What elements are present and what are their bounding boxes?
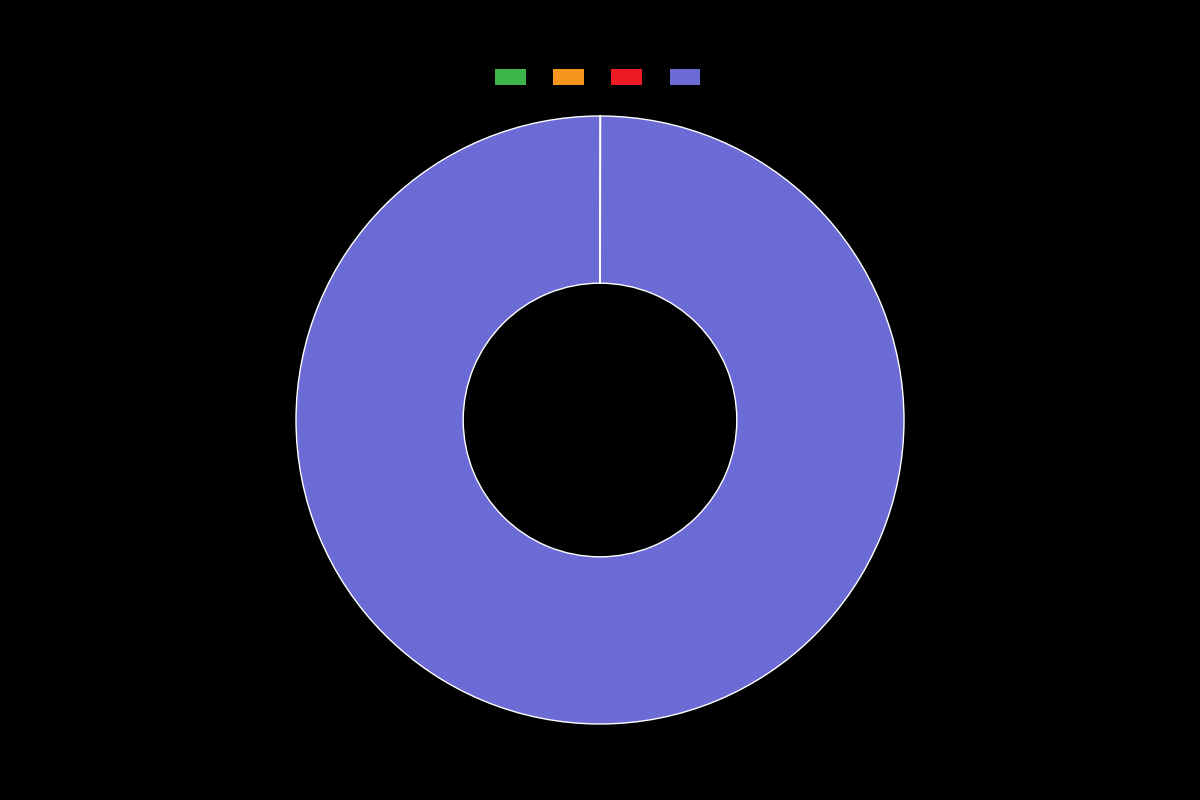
Legend: , , , : , , , xyxy=(490,63,710,91)
Wedge shape xyxy=(296,116,904,724)
